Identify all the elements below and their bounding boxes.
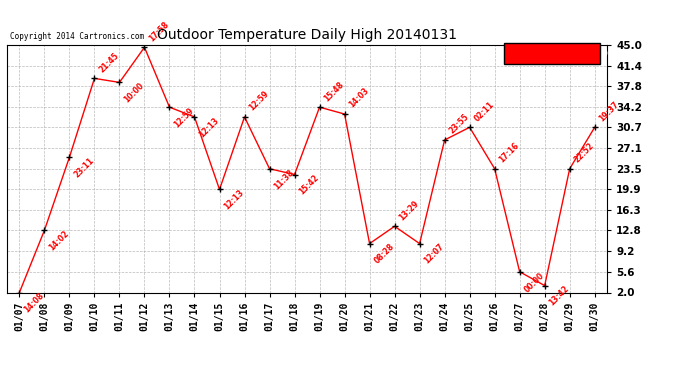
- Text: 21:45: 21:45: [97, 51, 121, 74]
- Text: 12:59: 12:59: [172, 106, 195, 129]
- Text: 02:11: 02:11: [473, 100, 496, 123]
- Text: 23:55: 23:55: [447, 112, 471, 136]
- Text: 17:16: 17:16: [497, 141, 521, 165]
- Text: 00:00: 00:00: [522, 271, 546, 294]
- Text: 14:08: 14:08: [22, 291, 46, 315]
- Text: 12:13: 12:13: [222, 188, 246, 212]
- Text: 11:38: 11:38: [273, 168, 296, 191]
- Text: 14:02: 14:02: [47, 229, 70, 252]
- Text: 23:11: 23:11: [72, 156, 96, 180]
- Text: 10:00: 10:00: [122, 81, 146, 105]
- Text: 14:03: 14:03: [347, 87, 371, 110]
- Text: 19:37: 19:37: [598, 100, 621, 123]
- Text: 22:52: 22:52: [573, 141, 595, 165]
- Text: 15:48: 15:48: [322, 80, 346, 103]
- Text: 08:28: 08:28: [373, 242, 396, 266]
- Text: 13:42: 13:42: [547, 284, 571, 308]
- Text: Temperature (°F): Temperature (°F): [521, 49, 608, 58]
- Title: Outdoor Temperature Daily High 20140131: Outdoor Temperature Daily High 20140131: [157, 28, 457, 42]
- Text: 12:13: 12:13: [197, 116, 221, 139]
- Text: 15:42: 15:42: [297, 173, 321, 197]
- Text: 12:07: 12:07: [422, 242, 446, 266]
- Text: 13:29: 13:29: [397, 199, 421, 222]
- Text: 17:58: 17:58: [147, 20, 170, 43]
- Text: 12:59: 12:59: [247, 90, 270, 113]
- Text: Copyright 2014 Cartronics.com: Copyright 2014 Cartronics.com: [10, 32, 144, 41]
